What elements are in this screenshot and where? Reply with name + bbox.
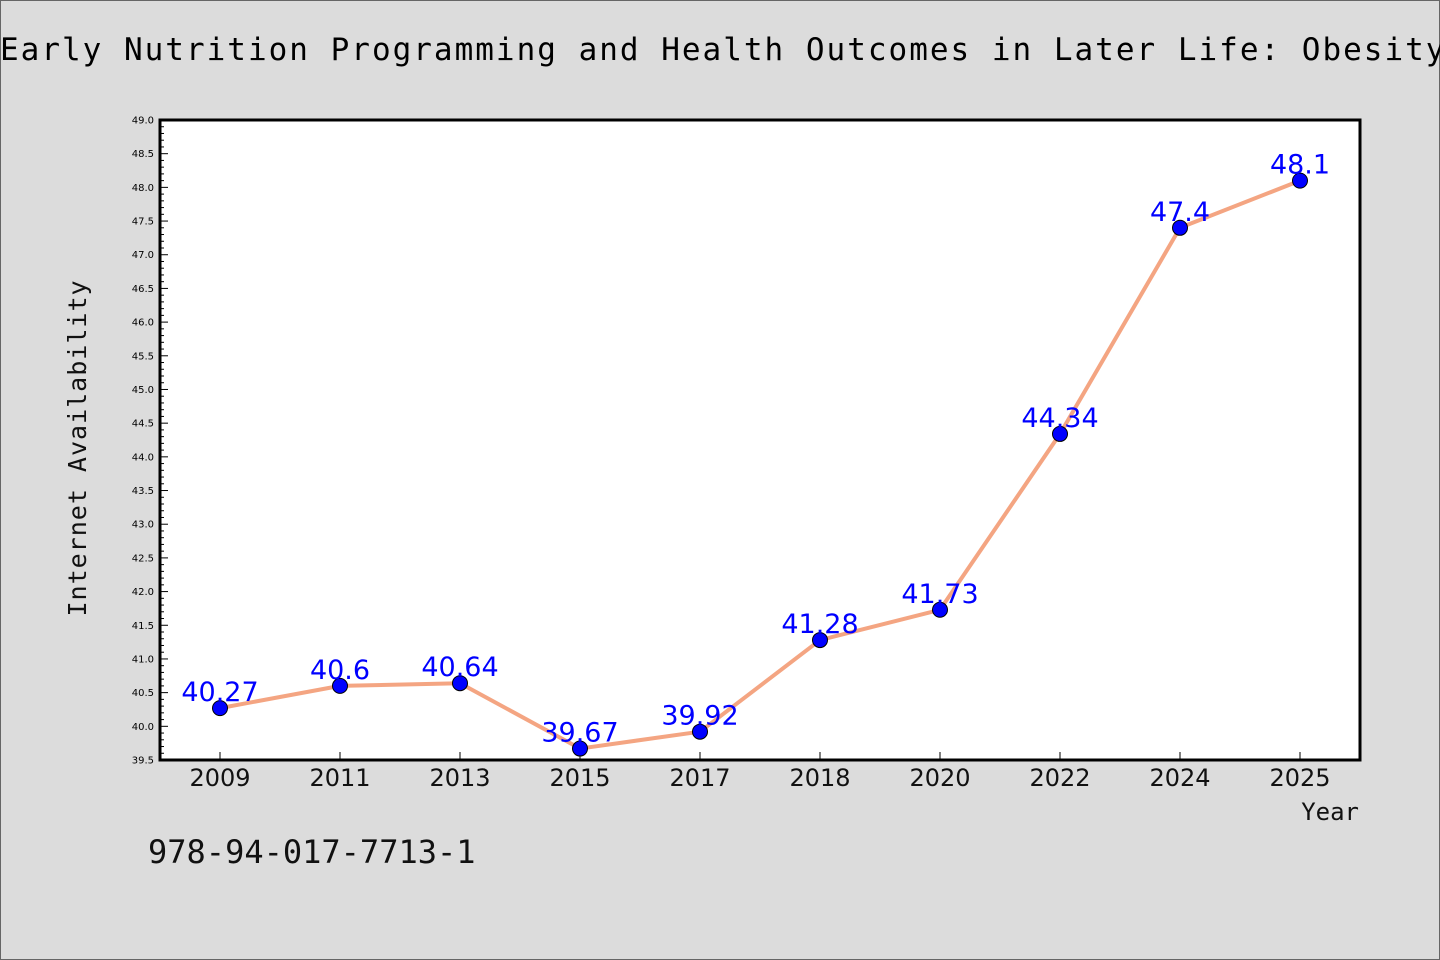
y-tick-label: 41.5: [132, 621, 154, 632]
data-label: 39.67: [541, 718, 618, 749]
y-tick-label: 42.0: [132, 587, 154, 598]
x-tick-label: 2024: [1149, 764, 1210, 792]
y-tick-label: 40.5: [132, 688, 154, 699]
x-tick-label: 2025: [1269, 764, 1330, 792]
data-point: [212, 700, 228, 717]
data-point: [1172, 219, 1188, 236]
x-tick-label: 2011: [309, 764, 370, 792]
data-point: [812, 632, 828, 649]
data-point: [1292, 172, 1308, 189]
y-tick-label: 40.0: [132, 722, 154, 733]
y-tick-label: 41.0: [132, 654, 154, 665]
data-label: 40.6: [310, 655, 370, 686]
data-label: 40.64: [421, 652, 498, 683]
y-tick-label: 47.0: [132, 250, 154, 261]
plot-background: [160, 120, 1360, 760]
y-tick-label: 39.5: [132, 756, 154, 767]
x-tick-label: 2020: [909, 764, 970, 792]
data-point: [1052, 425, 1068, 442]
y-tick-label: 43.0: [132, 520, 154, 531]
isbn-footer-text: 978-94-017-7713-1: [148, 833, 476, 871]
y-tick-label: 48.0: [132, 183, 154, 194]
x-tick-label: 2013: [429, 764, 490, 792]
y-tick-label: 47.5: [132, 217, 154, 228]
x-tick-label: 2015: [549, 764, 610, 792]
data-point: [932, 601, 948, 618]
y-tick-label: 44.0: [132, 452, 154, 463]
data-label: 41.73: [901, 579, 978, 610]
data-point: [572, 740, 588, 757]
x-tick-label: 2018: [789, 764, 850, 792]
y-tick-label: 45.5: [132, 351, 154, 362]
y-tick-label: 44.5: [132, 419, 154, 430]
data-label: 39.92: [661, 701, 738, 732]
plot-border: [158, 118, 1362, 762]
y-tick-label: 46.0: [132, 318, 154, 329]
x-tick-label: 2022: [1029, 764, 1090, 792]
y-tick-label: 46.5: [132, 284, 154, 295]
chart-title: Early Nutrition Programming and Health O…: [0, 32, 1440, 68]
data-label: 41.28: [781, 609, 858, 640]
y-tick-label: 45.0: [132, 385, 154, 396]
y-tick-label: 42.5: [132, 553, 154, 564]
data-point: [452, 675, 468, 692]
plot-area: 39.5 40.0 40.5 41.0 41.5 42.0 42.5 43.0 43.5 44.0…: [132, 116, 1362, 792]
x-tick-label: 2017: [669, 764, 730, 792]
data-label: 47.4: [1150, 197, 1210, 228]
data-label: 40.27: [181, 677, 258, 708]
y-axis-label: Internet Availability: [63, 279, 92, 616]
y-tick-label: 43.5: [132, 486, 154, 497]
x-axis-label: Year: [1301, 798, 1359, 826]
data-point: [692, 723, 708, 740]
data-label: 44.34: [1021, 403, 1098, 434]
data-point: [332, 677, 348, 694]
series-line: [218, 178, 1302, 751]
x-tick-label: 2009: [189, 764, 250, 792]
y-tick-label: 49.0: [132, 116, 154, 127]
y-tick-label: 48.5: [132, 149, 154, 160]
data-label: 48.1: [1270, 150, 1330, 181]
